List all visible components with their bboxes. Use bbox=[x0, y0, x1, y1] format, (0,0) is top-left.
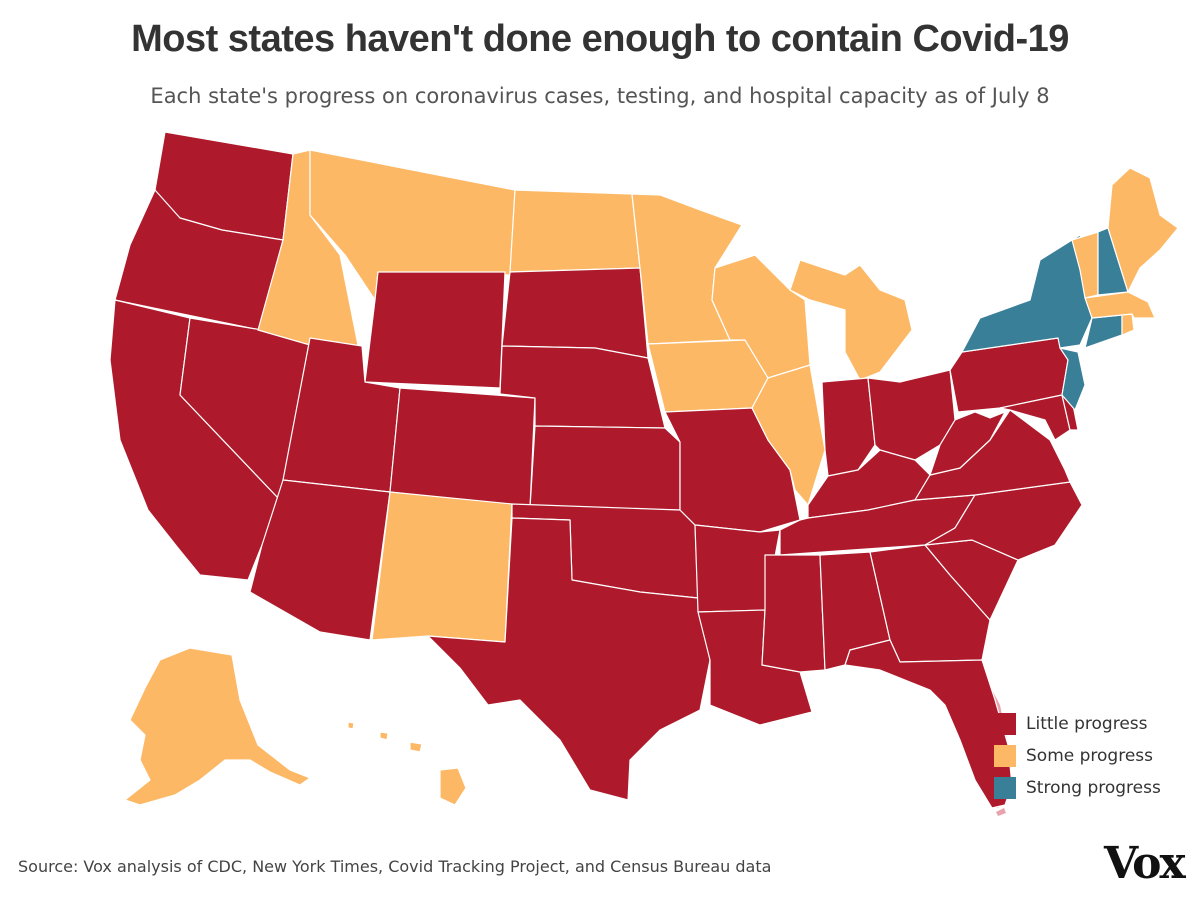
state-new-jersey[interactable] bbox=[1059, 347, 1086, 411]
state-kansas[interactable] bbox=[529, 425, 681, 511]
state-new-york[interactable] bbox=[961, 234, 1093, 353]
map-title: Most states haven't done enough to conta… bbox=[131, 18, 1069, 60]
state-iowa[interactable] bbox=[647, 339, 769, 413]
state-colorado[interactable] bbox=[389, 387, 536, 509]
state-west-virginia[interactable] bbox=[929, 411, 1006, 476]
state-north-dakota[interactable] bbox=[509, 189, 641, 273]
state-texas[interactable] bbox=[427, 517, 711, 801]
state-hawaii[interactable] bbox=[347, 721, 467, 806]
florida-keys-highlight bbox=[996, 808, 1006, 816]
vox-logo: Vox bbox=[1104, 838, 1186, 889]
state-michigan[interactable] bbox=[789, 259, 913, 381]
legend-label: Some progress bbox=[1026, 746, 1154, 766]
state-maine[interactable] bbox=[1107, 167, 1179, 293]
legend-item-strong: Strong progress bbox=[994, 772, 1161, 804]
legend-item-little: Little progress bbox=[994, 708, 1161, 740]
legend-item-some: Some progress bbox=[994, 740, 1161, 772]
legend-swatch-strong bbox=[994, 777, 1016, 799]
state-alaska[interactable] bbox=[124, 647, 311, 806]
source-note: Source: Vox analysis of CDC, New York Ti… bbox=[18, 857, 772, 876]
legend-swatch-some bbox=[994, 745, 1016, 767]
state-florida[interactable] bbox=[844, 639, 1013, 809]
state-vermont[interactable] bbox=[1071, 231, 1099, 299]
state-wyoming[interactable] bbox=[364, 271, 506, 389]
state-rhode-island[interactable] bbox=[1121, 313, 1135, 336]
legend-swatch-little bbox=[994, 713, 1016, 735]
state-illinois[interactable] bbox=[751, 364, 826, 506]
state-massachusetts[interactable] bbox=[1084, 291, 1156, 319]
state-mississippi[interactable] bbox=[761, 554, 826, 673]
state-south-dakota[interactable] bbox=[501, 267, 649, 359]
legend-label: Strong progress bbox=[1026, 778, 1161, 798]
legend-label: Little progress bbox=[1026, 714, 1148, 734]
state-new-mexico[interactable] bbox=[371, 491, 513, 643]
map-subtitle: Each state's progress on coronavirus cas… bbox=[150, 84, 1050, 108]
legend: Little progress Some progress Strong pro… bbox=[994, 708, 1161, 804]
